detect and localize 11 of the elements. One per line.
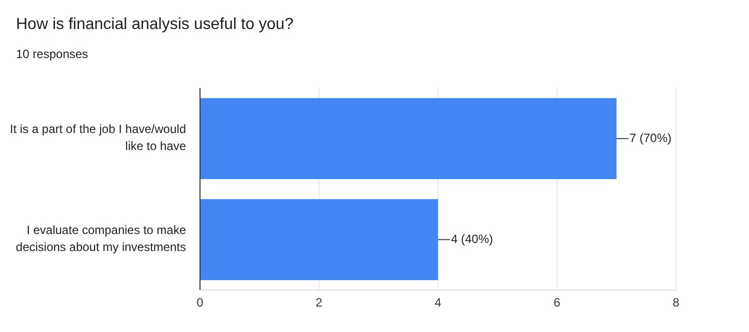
y-tick-label: I evaluate companies to make decisions about my investments <box>16 223 186 254</box>
data-label: 7 (70%) <box>630 130 672 145</box>
x-tick-label: 8 <box>672 296 680 310</box>
x-tick-label: 2 <box>316 296 323 310</box>
x-tick-label: 4 <box>434 296 442 310</box>
text: 10 responses <box>16 47 88 61</box>
x-tick-label: 6 <box>554 296 561 310</box>
x-tick-label: 0 <box>196 296 204 310</box>
chart-title: How is financial analysis useful to you? <box>16 16 294 34</box>
y-tick-label: It is a part of the job I have/would like to have <box>10 122 186 154</box>
data-label: 4 (40%) <box>451 232 494 246</box>
